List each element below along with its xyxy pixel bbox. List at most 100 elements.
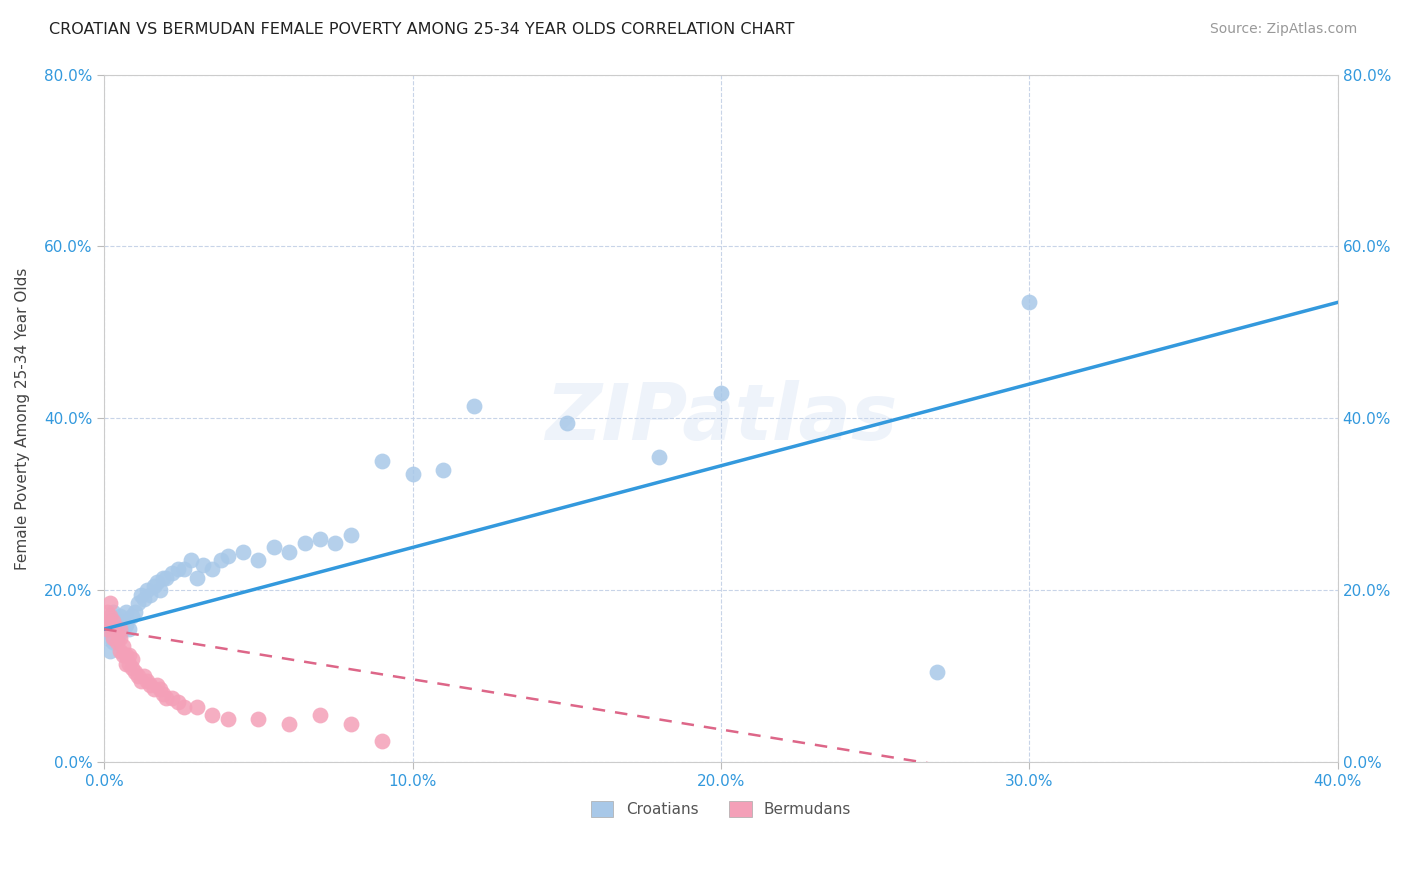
Point	[114, 618, 136, 632]
Point	[710, 385, 733, 400]
Point	[111, 648, 134, 662]
Point	[108, 622, 131, 636]
Y-axis label: Female Poverty Among 25-34 Year Olds: Female Poverty Among 25-34 Year Olds	[15, 268, 30, 570]
Point	[118, 648, 141, 662]
Point	[124, 665, 146, 680]
Point	[309, 708, 332, 723]
Point	[129, 588, 152, 602]
Point	[98, 596, 121, 610]
Point	[294, 536, 316, 550]
Point	[149, 583, 172, 598]
Point	[98, 609, 121, 624]
Text: ZIPatlas: ZIPatlas	[544, 381, 897, 457]
Point	[925, 665, 948, 680]
Point	[114, 605, 136, 619]
Point	[98, 614, 121, 628]
Point	[118, 622, 141, 636]
Point	[648, 450, 671, 465]
Point	[114, 657, 136, 671]
Point	[173, 562, 195, 576]
Point	[463, 399, 485, 413]
Point	[155, 690, 177, 705]
Point	[96, 631, 118, 645]
Point	[232, 545, 254, 559]
Point	[340, 527, 363, 541]
Point	[105, 635, 128, 649]
Point	[142, 579, 165, 593]
Point	[325, 536, 347, 550]
Point	[129, 673, 152, 688]
Point	[98, 643, 121, 657]
Point	[555, 416, 578, 430]
Point	[142, 682, 165, 697]
Point	[121, 652, 143, 666]
Point	[105, 626, 128, 640]
Point	[103, 618, 125, 632]
Point	[127, 669, 149, 683]
Point	[111, 622, 134, 636]
Point	[96, 622, 118, 636]
Text: CROATIAN VS BERMUDAN FEMALE POVERTY AMONG 25-34 YEAR OLDS CORRELATION CHART: CROATIAN VS BERMUDAN FEMALE POVERTY AMON…	[49, 22, 794, 37]
Point	[432, 463, 454, 477]
Point	[370, 734, 392, 748]
Point	[139, 588, 162, 602]
Point	[134, 592, 156, 607]
Point	[152, 570, 174, 584]
Point	[263, 541, 285, 555]
Point	[340, 716, 363, 731]
Point	[103, 605, 125, 619]
Point	[121, 661, 143, 675]
Text: Source: ZipAtlas.com: Source: ZipAtlas.com	[1209, 22, 1357, 37]
Point	[278, 545, 301, 559]
Point	[136, 583, 159, 598]
Point	[111, 640, 134, 654]
Point	[201, 562, 224, 576]
Point	[105, 618, 128, 632]
Point	[103, 622, 125, 636]
Point	[108, 626, 131, 640]
Point	[103, 631, 125, 645]
Point	[217, 713, 239, 727]
Point	[160, 690, 183, 705]
Point	[149, 682, 172, 697]
Point	[370, 454, 392, 468]
Point	[121, 609, 143, 624]
Point	[201, 708, 224, 723]
Point	[139, 678, 162, 692]
Point	[209, 553, 232, 567]
Point	[309, 532, 332, 546]
Point	[98, 618, 121, 632]
Point	[247, 713, 270, 727]
Point	[114, 648, 136, 662]
Point	[111, 614, 134, 628]
Point	[96, 605, 118, 619]
Point	[127, 596, 149, 610]
Point	[103, 635, 125, 649]
Point	[278, 716, 301, 731]
Point	[186, 699, 208, 714]
Point	[180, 553, 202, 567]
Point	[155, 570, 177, 584]
Point	[108, 631, 131, 645]
Point	[145, 678, 167, 692]
Point	[124, 605, 146, 619]
Point	[136, 673, 159, 688]
Point	[152, 687, 174, 701]
Point	[98, 626, 121, 640]
Point	[108, 643, 131, 657]
Point	[134, 669, 156, 683]
Point	[173, 699, 195, 714]
Point	[247, 553, 270, 567]
Point	[1018, 295, 1040, 310]
Point	[217, 549, 239, 563]
Point	[167, 562, 190, 576]
Point	[167, 695, 190, 709]
Point	[108, 609, 131, 624]
Point	[186, 570, 208, 584]
Point	[145, 574, 167, 589]
Point	[103, 614, 125, 628]
Point	[401, 467, 423, 482]
Point	[118, 657, 141, 671]
Point	[105, 631, 128, 645]
Point	[96, 622, 118, 636]
